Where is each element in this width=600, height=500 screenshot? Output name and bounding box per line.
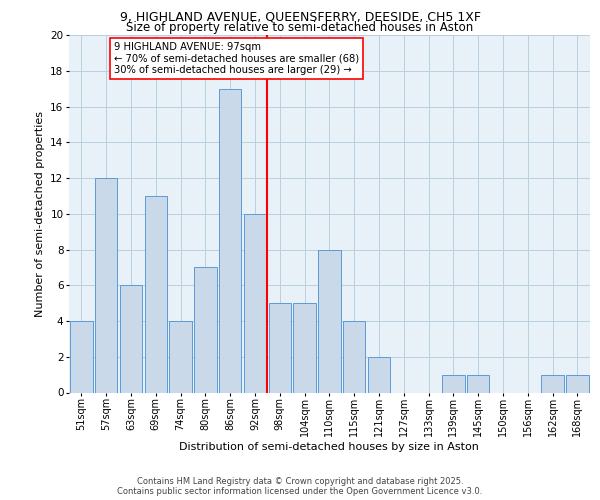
Bar: [467, 374, 490, 392]
Bar: [368, 357, 390, 392]
Bar: [194, 268, 217, 392]
Bar: [293, 303, 316, 392]
Bar: [145, 196, 167, 392]
Bar: [70, 321, 92, 392]
Bar: [343, 321, 365, 392]
Bar: [442, 374, 464, 392]
Bar: [169, 321, 192, 392]
Bar: [120, 285, 142, 393]
Bar: [269, 303, 291, 392]
Bar: [219, 88, 241, 393]
Bar: [95, 178, 118, 392]
Bar: [566, 374, 589, 392]
Text: 9 HIGHLAND AVENUE: 97sqm
← 70% of semi-detached houses are smaller (68)
30% of s: 9 HIGHLAND AVENUE: 97sqm ← 70% of semi-d…: [113, 42, 359, 76]
Text: Contains HM Land Registry data © Crown copyright and database right 2025.
Contai: Contains HM Land Registry data © Crown c…: [118, 476, 482, 496]
Bar: [244, 214, 266, 392]
Y-axis label: Number of semi-detached properties: Number of semi-detached properties: [35, 111, 44, 317]
Bar: [541, 374, 564, 392]
Bar: [318, 250, 341, 392]
Text: 9, HIGHLAND AVENUE, QUEENSFERRY, DEESIDE, CH5 1XF: 9, HIGHLAND AVENUE, QUEENSFERRY, DEESIDE…: [119, 11, 481, 24]
X-axis label: Distribution of semi-detached houses by size in Aston: Distribution of semi-detached houses by …: [179, 442, 479, 452]
Text: Size of property relative to semi-detached houses in Aston: Size of property relative to semi-detach…: [127, 22, 473, 35]
